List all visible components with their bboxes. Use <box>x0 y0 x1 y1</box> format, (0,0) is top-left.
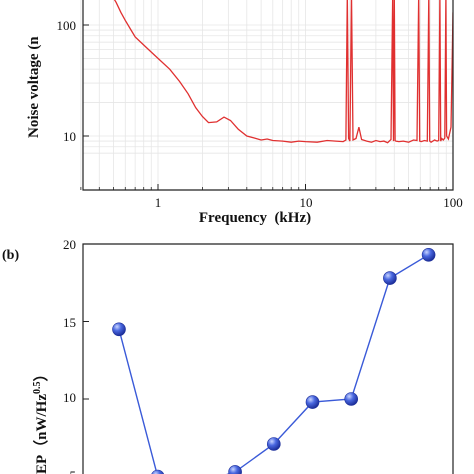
chart-a-x-tick-label-100: 100 <box>443 195 463 210</box>
chart-b-panel-label: (b) <box>2 248 19 263</box>
chart-b-point <box>266 437 281 451</box>
chart-a-x-axis-title: Frequency (kHz) <box>199 210 311 226</box>
chart-b-point <box>305 395 320 409</box>
chart-a-x-tick-label-10: 10 <box>300 195 313 210</box>
chart-b-point <box>344 392 359 406</box>
chart-b-point <box>112 322 126 337</box>
chart-b-ticks <box>83 243 89 400</box>
chart-b-y-tick-label-20: 20 <box>63 237 76 252</box>
chart-a-y-tick-label-10: 10 <box>63 129 76 144</box>
chart-a-frame <box>82 0 454 191</box>
chart-b-frame <box>82 243 454 474</box>
chart-b-point <box>228 465 242 474</box>
chart-b-y-tick-label-5: 5 <box>70 468 77 474</box>
chart-a-x-tick-label-1: 1 <box>155 195 162 210</box>
chart-b-y-axis-title-main: EP（nW/Hz <box>32 394 50 474</box>
chart-a: 1 10 100 100 10 Frequency (kHz) Noise vo… <box>26 0 463 226</box>
chart-a-grid <box>80 0 453 190</box>
chart-b-point <box>421 248 436 262</box>
chart-b-point <box>151 469 165 474</box>
chart-b-point <box>383 271 397 285</box>
chart-b-y-tick-label-10: 10 <box>63 390 76 405</box>
chart-a-series-line <box>113 0 453 144</box>
chart-b-y-tick-label-15: 15 <box>63 315 76 330</box>
chart-a-ticks <box>80 24 454 190</box>
chart-b: (b) 20 15 10 5 EP（nW/Hz0.5） <box>2 237 454 474</box>
chart-a-y-tick-label-100: 100 <box>57 18 77 33</box>
chart-b-y-axis-title: EP（nW/Hz0.5） <box>32 366 50 474</box>
chart-b-points <box>112 248 436 474</box>
chart-b-y-axis-title-close: ） <box>32 366 50 381</box>
chart-b-y-axis-title-sup: 0.5 <box>32 381 43 394</box>
chart-a-y-axis-title: Noise voltage (n <box>26 36 42 138</box>
